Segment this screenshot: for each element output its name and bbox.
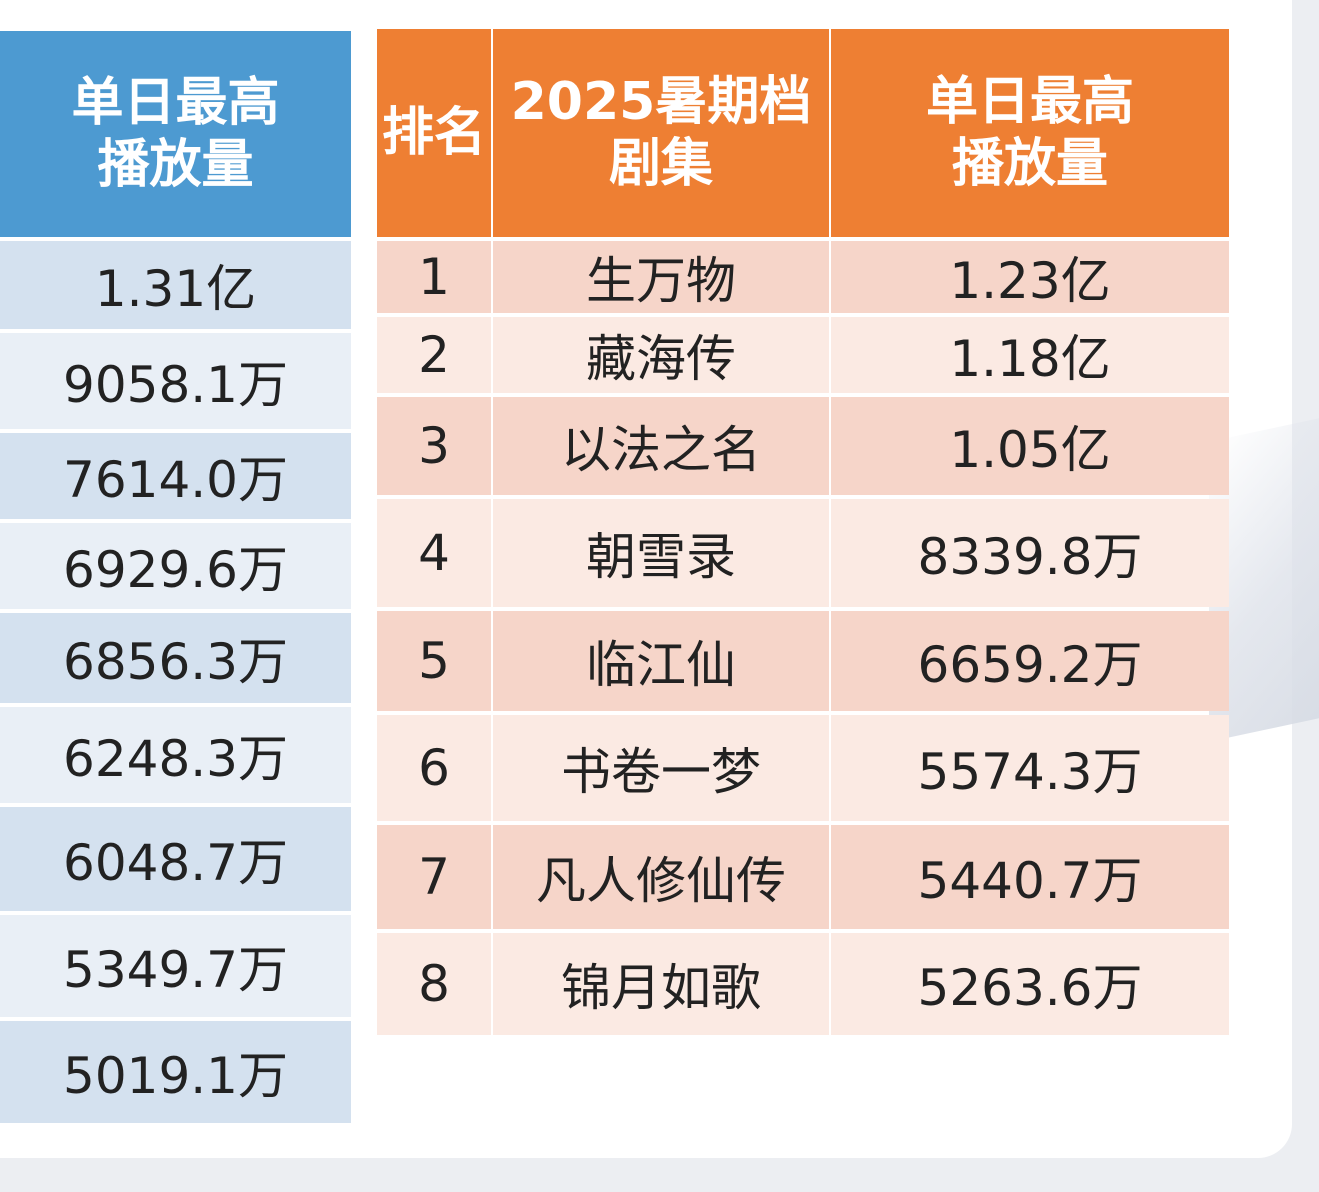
left-value: 6929.6万 <box>63 541 288 599</box>
left-value: 6248.3万 <box>63 730 288 788</box>
left-value: 1.31亿 <box>94 260 257 318</box>
table-row: 5 临江仙 6659.2万 <box>377 611 1229 711</box>
drama-header: 2025暑期档 剧集 <box>493 29 829 237</box>
drama-title-cell: 朝雪录 <box>493 499 829 607</box>
drama-title-cell: 临江仙 <box>493 611 829 711</box>
views-cell: 1.05亿 <box>831 397 1229 495</box>
left-header-cell: 单日最高 播放量 <box>0 31 351 237</box>
views-cell: 6659.2万 <box>831 611 1229 711</box>
table-row: 2 藏海传 1.18亿 <box>377 317 1229 393</box>
views-header-line1: 单日最高 <box>925 72 1134 132</box>
left-header-line2: 播放量 <box>97 135 254 195</box>
left-ranking-table: 单日最高 播放量 1.31亿 9058.1万 7614.0万 6929.6万 6… <box>0 31 351 1123</box>
rank-cell: 4 <box>377 499 491 607</box>
rank-cell: 1 <box>377 241 491 313</box>
drama-title-cell: 凡人修仙传 <box>493 825 829 929</box>
rank-cell: 7 <box>377 825 491 929</box>
views-cell: 5574.3万 <box>831 715 1229 821</box>
views-cell: 5440.7万 <box>831 825 1229 929</box>
left-row: 5019.1万 <box>0 1021 351 1123</box>
views-cell: 5263.6万 <box>831 933 1229 1035</box>
summer-drama-ranking-table: 排名 2025暑期档 剧集 单日最高 播放量 1 生万物 1.23亿 2 藏海传… <box>377 29 1229 1035</box>
rank-cell: 6 <box>377 715 491 821</box>
table-row: 3 以法之名 1.05亿 <box>377 397 1229 495</box>
left-value: 9058.1万 <box>63 356 288 414</box>
left-row: 1.31亿 <box>0 241 351 329</box>
rank-cell: 5 <box>377 611 491 711</box>
rank-cell: 3 <box>377 397 491 495</box>
drama-title-cell: 生万物 <box>493 241 829 313</box>
left-row: 6929.6万 <box>0 523 351 609</box>
drama-header-line2: 剧集 <box>608 134 713 194</box>
drama-header-line1: 2025暑期档 <box>510 72 812 132</box>
rank-header: 排名 <box>377 29 491 237</box>
table-row: 7 凡人修仙传 5440.7万 <box>377 825 1229 929</box>
rank-header-label: 排名 <box>381 103 486 163</box>
views-cell: 1.23亿 <box>831 241 1229 313</box>
left-value: 6048.7万 <box>63 834 288 892</box>
left-value: 5349.7万 <box>63 941 288 999</box>
left-row: 6856.3万 <box>0 613 351 703</box>
views-header: 单日最高 播放量 <box>831 29 1229 237</box>
left-value: 7614.0万 <box>63 451 288 509</box>
views-cell: 1.18亿 <box>831 317 1229 393</box>
drama-title-cell: 以法之名 <box>493 397 829 495</box>
rank-cell: 8 <box>377 933 491 1035</box>
table-row: 1 生万物 1.23亿 <box>377 241 1229 313</box>
drama-title-cell: 藏海传 <box>493 317 829 393</box>
drama-title-cell: 书卷一梦 <box>493 715 829 821</box>
left-row: 6248.3万 <box>0 707 351 803</box>
left-header-line1: 单日最高 <box>71 73 280 133</box>
left-row: 5349.7万 <box>0 915 351 1017</box>
table-row: 4 朝雪录 8339.8万 <box>377 499 1229 607</box>
left-row: 9058.1万 <box>0 333 351 429</box>
left-value: 6856.3万 <box>63 633 288 691</box>
views-cell: 8339.8万 <box>831 499 1229 607</box>
left-row: 6048.7万 <box>0 807 351 911</box>
table-row: 6 书卷一梦 5574.3万 <box>377 715 1229 821</box>
views-header-line2: 播放量 <box>951 134 1108 194</box>
left-row: 7614.0万 <box>0 433 351 519</box>
left-value: 5019.1万 <box>63 1047 288 1105</box>
table-row: 8 锦月如歌 5263.6万 <box>377 933 1229 1035</box>
rank-cell: 2 <box>377 317 491 393</box>
drama-title-cell: 锦月如歌 <box>493 933 829 1035</box>
table-header-row: 排名 2025暑期档 剧集 单日最高 播放量 <box>377 29 1229 237</box>
